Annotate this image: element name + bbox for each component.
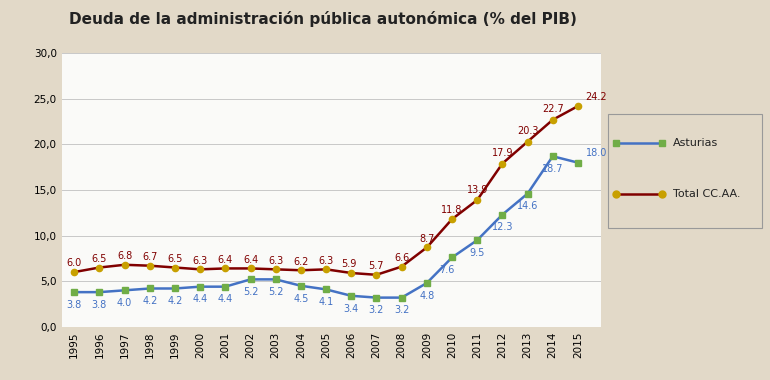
Text: 5.2: 5.2 [243, 287, 258, 297]
Text: 9.5: 9.5 [470, 248, 485, 258]
Text: 3.4: 3.4 [343, 304, 359, 314]
Total CC.AA. [397, 264, 407, 269]
Text: 8.7: 8.7 [419, 234, 434, 244]
Total CC.AA. [145, 263, 154, 268]
Text: 6.4: 6.4 [218, 255, 233, 265]
Asturias [346, 293, 356, 298]
Asturias [447, 255, 457, 260]
Text: 24.2: 24.2 [585, 92, 607, 101]
Asturias [574, 160, 583, 165]
Text: 5.9: 5.9 [341, 259, 357, 269]
Asturias [372, 295, 381, 300]
Asturias [321, 287, 330, 292]
Total CC.AA. [69, 270, 79, 274]
Text: 7.6: 7.6 [439, 265, 454, 275]
Text: 6.4: 6.4 [243, 255, 258, 265]
Text: 6.3: 6.3 [192, 256, 208, 266]
Text: 12.3: 12.3 [491, 222, 513, 233]
Text: 18.0: 18.0 [585, 148, 607, 158]
Text: 11.8: 11.8 [441, 204, 463, 215]
Text: 3.8: 3.8 [66, 300, 82, 310]
Text: 22.7: 22.7 [542, 104, 564, 114]
Total CC.AA. [95, 265, 104, 270]
Text: 20.3: 20.3 [517, 126, 538, 136]
Asturias [473, 238, 482, 242]
Total CC.AA. [346, 271, 356, 275]
Text: 6.8: 6.8 [117, 251, 132, 261]
Text: 6.2: 6.2 [293, 256, 309, 267]
Asturias [221, 284, 230, 289]
Total CC.AA. [497, 161, 507, 166]
Text: 4.2: 4.2 [167, 296, 182, 306]
Asturias [170, 286, 179, 291]
Asturias [422, 281, 431, 285]
Text: Deuda de la administración pública autonómica (% del PIB): Deuda de la administración pública auton… [69, 11, 578, 27]
Total CC.AA. [422, 245, 431, 250]
Text: 5.2: 5.2 [268, 287, 283, 297]
Text: 6.3: 6.3 [268, 256, 283, 266]
Asturias [69, 290, 79, 294]
Total CC.AA. [523, 139, 532, 144]
Asturias [145, 286, 154, 291]
Text: 4.1: 4.1 [319, 297, 333, 307]
Total CC.AA. [574, 104, 583, 108]
Text: 6.0: 6.0 [66, 258, 82, 268]
Text: 17.9: 17.9 [491, 148, 513, 158]
Asturias [497, 212, 507, 217]
Total CC.AA. [296, 268, 306, 272]
Asturias [246, 277, 255, 282]
Text: 6.6: 6.6 [394, 253, 409, 263]
Text: 4.4: 4.4 [192, 294, 208, 304]
Total CC.AA. [372, 272, 381, 277]
Text: 3.2: 3.2 [394, 306, 410, 315]
Text: 4.0: 4.0 [117, 298, 132, 308]
Line: Asturias: Asturias [71, 153, 581, 301]
Total CC.AA. [447, 217, 457, 222]
Text: 6.5: 6.5 [92, 254, 107, 264]
Total CC.AA. [548, 117, 557, 122]
Text: 4.2: 4.2 [142, 296, 157, 306]
Text: 4.8: 4.8 [419, 291, 434, 301]
Text: Total CC.AA.: Total CC.AA. [673, 189, 741, 199]
Asturias [95, 290, 104, 294]
Total CC.AA. [221, 266, 230, 271]
Text: 3.2: 3.2 [369, 306, 384, 315]
Asturias [296, 283, 306, 288]
Total CC.AA. [321, 267, 330, 272]
Text: 6.3: 6.3 [319, 256, 333, 266]
Asturias [196, 284, 205, 289]
Text: 6.5: 6.5 [167, 254, 182, 264]
Total CC.AA. [120, 263, 129, 267]
Text: 4.5: 4.5 [293, 293, 309, 304]
Total CC.AA. [271, 267, 280, 272]
Total CC.AA. [196, 267, 205, 272]
Asturias [397, 295, 407, 300]
Text: 13.9: 13.9 [467, 185, 488, 195]
Text: 4.4: 4.4 [218, 294, 233, 304]
Text: 5.7: 5.7 [369, 261, 384, 271]
Text: 6.7: 6.7 [142, 252, 157, 262]
Total CC.AA. [246, 266, 255, 271]
Line: Total CC.AA.: Total CC.AA. [71, 103, 581, 278]
Text: 14.6: 14.6 [517, 201, 538, 211]
Text: Asturias: Asturias [673, 138, 718, 147]
Text: 18.7: 18.7 [542, 164, 564, 174]
Asturias [271, 277, 280, 282]
Total CC.AA. [170, 265, 179, 270]
Asturias [548, 154, 557, 158]
Total CC.AA. [473, 198, 482, 202]
Text: 3.8: 3.8 [92, 300, 107, 310]
Asturias [120, 288, 129, 293]
Asturias [523, 192, 532, 196]
